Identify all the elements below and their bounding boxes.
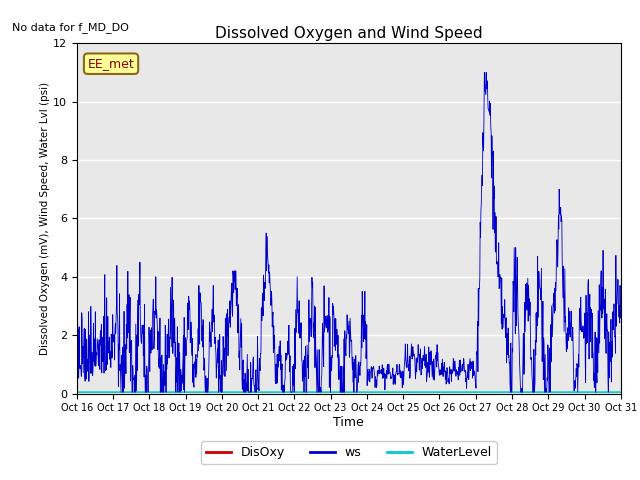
- X-axis label: Time: Time: [333, 416, 364, 429]
- Text: EE_met: EE_met: [88, 57, 134, 70]
- Text: No data for f_MD_DO: No data for f_MD_DO: [12, 22, 129, 33]
- Y-axis label: Dissolved Oxygen (mV), Wind Speed, Water Lvl (psi): Dissolved Oxygen (mV), Wind Speed, Water…: [40, 82, 50, 355]
- Legend: DisOxy, ws, WaterLevel: DisOxy, ws, WaterLevel: [201, 442, 497, 465]
- Title: Dissolved Oxygen and Wind Speed: Dissolved Oxygen and Wind Speed: [215, 25, 483, 41]
